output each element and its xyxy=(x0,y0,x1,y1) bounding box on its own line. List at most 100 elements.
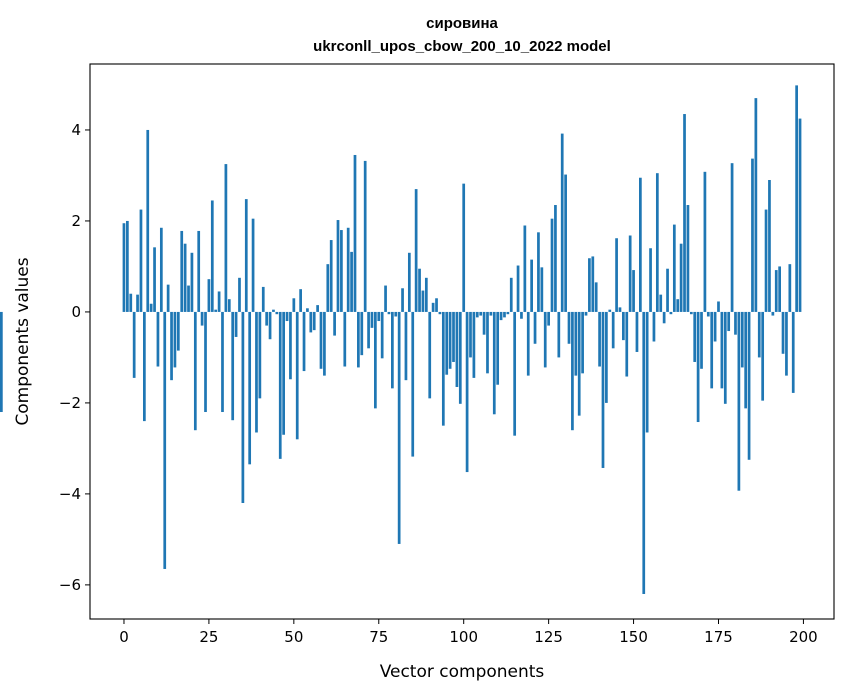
bar-134 xyxy=(577,311,581,416)
bar-132 xyxy=(571,311,574,431)
bar-48 xyxy=(285,311,289,322)
bar-174 xyxy=(713,311,717,342)
bar-42 xyxy=(265,311,269,326)
x-tick-label: 75 xyxy=(369,628,388,646)
bar-102 xyxy=(469,311,472,358)
bar-81 xyxy=(397,311,401,544)
bar-28 xyxy=(217,291,221,312)
bar-57 xyxy=(316,305,319,312)
bar-33 xyxy=(234,311,238,337)
bar-163 xyxy=(676,299,680,312)
bar-78 xyxy=(387,311,391,315)
bar-22 xyxy=(197,230,201,312)
bar-107 xyxy=(486,311,489,374)
x-tick-label: 200 xyxy=(789,628,818,646)
bar-133 xyxy=(574,311,578,376)
bar-181 xyxy=(737,311,741,491)
x-tick-label: 0 xyxy=(119,628,129,646)
bar-71 xyxy=(363,160,367,312)
y-tick-label: 4 xyxy=(71,121,81,139)
bar-136 xyxy=(584,311,588,316)
y-axis-ticks: −6 −4 −2 0 2 4 xyxy=(59,121,90,594)
bar-125 xyxy=(547,311,550,326)
bar-85 xyxy=(411,311,415,457)
y-tick-label: 2 xyxy=(71,212,81,230)
bar-153 xyxy=(642,311,646,594)
bar-73 xyxy=(370,311,374,328)
bar-157 xyxy=(655,173,659,312)
x-tick-label: 50 xyxy=(284,628,303,646)
bar-11 xyxy=(159,227,163,312)
x-tick-label: 125 xyxy=(534,628,563,646)
bar-109 xyxy=(492,311,496,415)
bar-171 xyxy=(703,171,707,312)
bar-17 xyxy=(180,230,184,312)
bar-130 xyxy=(564,174,567,312)
bar-166 xyxy=(686,205,690,312)
bar-63 xyxy=(336,220,340,312)
x-tick-label: 150 xyxy=(619,628,648,646)
bar-75 xyxy=(377,311,381,322)
bar-1 xyxy=(126,220,129,312)
bar-168 xyxy=(693,311,697,362)
bar-34 xyxy=(238,277,241,312)
bar-126 xyxy=(550,218,554,312)
bar-3 xyxy=(132,311,136,378)
bar-119 xyxy=(526,311,530,376)
bar-67 xyxy=(350,251,353,312)
bar-6 xyxy=(143,311,146,422)
bar-142 xyxy=(605,311,608,403)
bar-56 xyxy=(312,311,316,331)
bar-110 xyxy=(496,311,500,385)
bar-112 xyxy=(503,311,506,318)
bar-144 xyxy=(611,311,615,349)
bar-154 xyxy=(645,311,649,433)
bar-156 xyxy=(652,311,656,342)
bar-100 xyxy=(462,183,466,312)
bar-41 xyxy=(261,286,265,312)
bar-99 xyxy=(458,311,462,404)
bar-59 xyxy=(323,311,326,376)
bar-10 xyxy=(156,311,160,367)
bar-155 xyxy=(649,248,652,312)
bar-0 xyxy=(122,223,126,312)
bar-70 xyxy=(360,311,364,356)
x-tick-label: 100 xyxy=(449,628,478,646)
bar-76 xyxy=(380,311,384,359)
bar-120 xyxy=(530,259,533,312)
bar-66 xyxy=(346,227,350,312)
bar-104 xyxy=(475,311,479,318)
bar-115 xyxy=(513,311,517,436)
bar-176 xyxy=(720,311,724,389)
bar-89 xyxy=(424,277,428,312)
bar-24 xyxy=(204,311,207,413)
x-tick-label: 175 xyxy=(704,628,733,646)
y-tick-label: −4 xyxy=(59,485,81,503)
bar-93 xyxy=(438,311,442,315)
bar-14 xyxy=(170,311,173,381)
bar-69 xyxy=(357,311,360,368)
bar-148 xyxy=(625,311,629,377)
bar-21 xyxy=(193,311,197,431)
bar-18 xyxy=(183,243,187,312)
bar-94 xyxy=(441,311,445,426)
bar-12 xyxy=(163,311,167,569)
bar-52 xyxy=(299,289,302,312)
bar-5 xyxy=(139,209,143,312)
bar-60 xyxy=(326,264,330,312)
bar-169 xyxy=(696,311,700,423)
bar-161 xyxy=(669,311,673,315)
bar-145 xyxy=(615,238,618,312)
bar-190 xyxy=(768,180,771,312)
bar-127 xyxy=(554,205,557,312)
bar-175 xyxy=(717,301,720,312)
bar-180 xyxy=(734,311,737,335)
bar-194 xyxy=(781,311,785,354)
y-tick-label: 0 xyxy=(71,303,81,321)
bar-160 xyxy=(666,268,669,312)
bar-40 xyxy=(258,311,262,399)
bar-65 xyxy=(343,311,347,367)
bar-97 xyxy=(452,311,455,362)
bar-83 xyxy=(404,311,408,381)
